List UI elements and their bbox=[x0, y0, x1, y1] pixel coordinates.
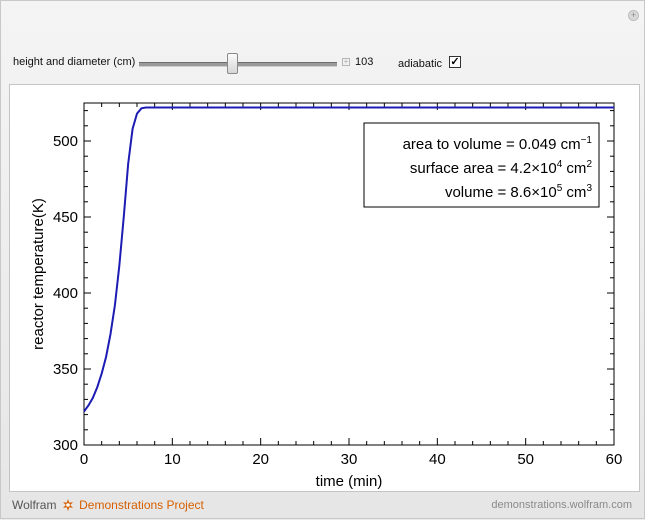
legend-surface-area: surface area = 4.2×104 cm2 bbox=[410, 159, 593, 177]
expand-options-icon[interactable]: + bbox=[628, 10, 639, 21]
wolfram-brand[interactable]: Wolfram Demonstrations Project bbox=[12, 498, 204, 512]
legend-frame bbox=[363, 122, 600, 208]
x-tick-label: 40 bbox=[429, 451, 446, 468]
x-tick-label: 0 bbox=[80, 451, 88, 468]
brand-wolfram: Wolfram bbox=[12, 498, 57, 512]
legend-area-to-volume: area to volume = 0.049 cm−1 bbox=[403, 135, 593, 153]
x-tick-label: 60 bbox=[606, 451, 623, 468]
footer-url[interactable]: demonstrations.wolfram.com bbox=[491, 499, 632, 511]
adiabatic-checkbox[interactable]: ✓ bbox=[449, 56, 461, 68]
x-tick-label: 50 bbox=[517, 451, 534, 468]
legend-volume: volume = 8.6×105 cm3 bbox=[445, 183, 592, 201]
x-axis-title: time (min) bbox=[316, 473, 383, 490]
footer: Wolfram Demonstrations Project demonstra… bbox=[1, 495, 645, 520]
brand-demonstrations: Demonstrations Project bbox=[79, 498, 204, 512]
x-tick-label: 20 bbox=[252, 451, 269, 468]
plot-panel: 0 10 20 30 40 50 60 300 350 400 450 500 time (min) … bbox=[9, 84, 640, 492]
spikey-logo-icon bbox=[62, 499, 73, 511]
x-tick-label: 10 bbox=[164, 451, 181, 468]
y-tick-label: 300 bbox=[53, 437, 78, 454]
x-tick-label: 30 bbox=[341, 451, 358, 468]
height-diameter-slider-track[interactable] bbox=[139, 62, 337, 67]
adiabatic-label: adiabatic bbox=[398, 58, 443, 70]
y-tick-label: 450 bbox=[53, 209, 78, 226]
slider-label: height and diameter (cm) bbox=[13, 56, 136, 68]
slider-expand-icon[interactable]: + bbox=[342, 57, 350, 66]
y-tick-label: 500 bbox=[53, 133, 78, 150]
checkmark-icon: ✓ bbox=[450, 56, 460, 68]
series-line-temperature bbox=[83, 106, 614, 413]
slider-value: 103 bbox=[355, 56, 374, 68]
y-tick-label: 400 bbox=[53, 285, 78, 302]
y-tick-label: 350 bbox=[53, 361, 78, 378]
y-axis-title: reactor temperature(K) bbox=[30, 198, 47, 350]
legend-box: area to volume = 0.049 cm−1 surface area… bbox=[363, 122, 600, 208]
height-diameter-slider-thumb[interactable] bbox=[226, 53, 238, 74]
